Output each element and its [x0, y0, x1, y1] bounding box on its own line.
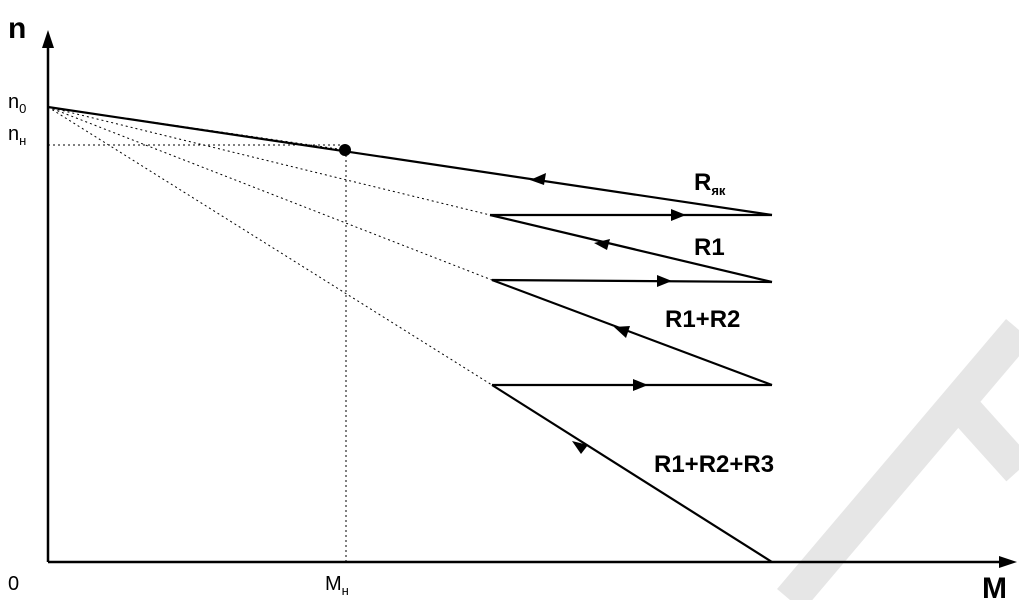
arrow-step-1 [671, 209, 686, 221]
r1r2r3-characteristic-line [491, 384, 773, 563]
arrow-step-3 [633, 379, 648, 391]
y-axis-arrow [42, 30, 54, 48]
r1r2r3-extension-dotted [47, 106, 493, 386]
step-line-2 [491, 278, 773, 284]
arrow-rak [530, 173, 546, 185]
x-axis-label: M [982, 572, 1007, 600]
y-axis-label: n [8, 12, 26, 45]
rak-characteristic-line [47, 105, 773, 217]
arrow-r1r2r3 [572, 441, 588, 454]
arrow-step-2 [657, 275, 672, 287]
label-r1r2r3: R1+R2+R3 [654, 451, 774, 478]
r1-extension-dotted [47, 106, 491, 216]
nominal-point [339, 144, 351, 156]
nn-label: nн [8, 123, 26, 148]
n0-label: n0 [8, 91, 26, 116]
mn-label: Mн [325, 573, 349, 598]
r1-characteristic-line [489, 213, 773, 284]
origin-label: 0 [8, 573, 19, 595]
label-r1r2: R1+R2 [665, 306, 740, 333]
label-r1: R1 [694, 234, 725, 261]
label-rak: Rяк [694, 169, 726, 198]
watermark-shape [777, 319, 1019, 600]
r1r2-extension-dotted [47, 106, 493, 281]
arrow-r1r2 [614, 326, 630, 338]
r1r2-characteristic-line [491, 278, 773, 387]
arrow-r1 [594, 239, 610, 250]
x-axis-arrow [999, 556, 1017, 568]
